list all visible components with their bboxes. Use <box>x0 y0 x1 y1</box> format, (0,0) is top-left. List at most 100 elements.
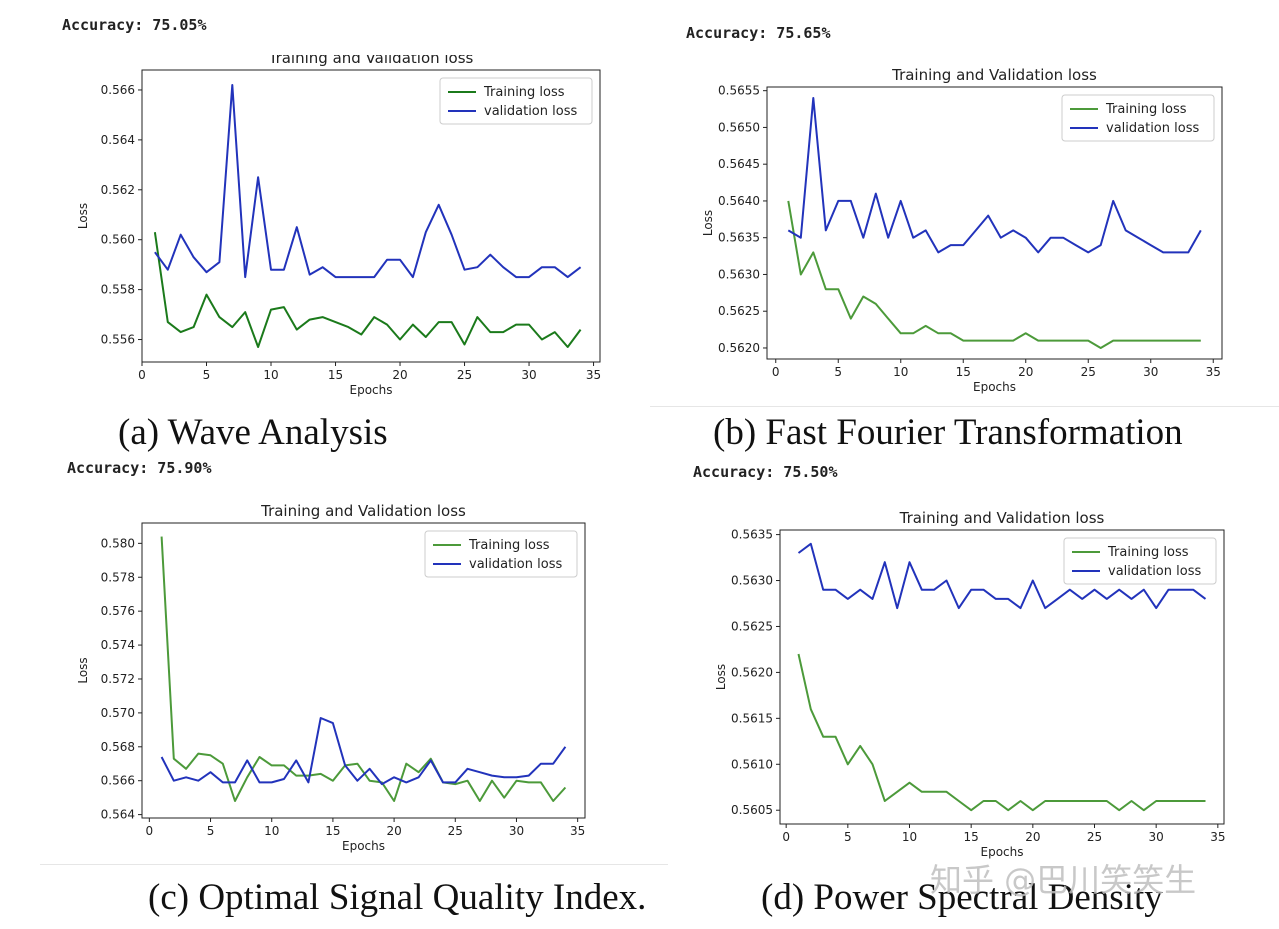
legend-box <box>1061 94 1215 142</box>
y-tick-label: 0.5635 <box>718 231 760 245</box>
validation-loss-line <box>154 84 582 279</box>
x-axis-label: Epochs <box>342 839 385 853</box>
x-tick-label: 25 <box>1087 830 1102 844</box>
legend-label: validation loss <box>1106 121 1199 136</box>
x-tick-label: 35 <box>1210 830 1225 844</box>
y-tick-label: 0.5620 <box>718 341 760 355</box>
plot-frame <box>141 522 586 819</box>
accuracy-label: Accuracy: 75.65% <box>686 24 831 42</box>
x-axis-label: Epochs <box>981 845 1024 859</box>
x-tick-label: 15 <box>964 830 979 844</box>
y-tick-label: 0.574 <box>101 638 135 652</box>
y-tick-label: 0.566 <box>101 83 135 97</box>
x-tick-label: 0 <box>772 365 780 379</box>
x-tick-label: 30 <box>521 368 536 382</box>
y-tick-label: 0.5630 <box>731 574 773 588</box>
figure-caption: (a) Wave Analysis <box>118 412 388 453</box>
x-tick-label: 15 <box>956 365 971 379</box>
y-tick-label: 0.568 <box>101 740 135 754</box>
x-tick-label: 0 <box>146 824 154 838</box>
y-tick-label: 0.5645 <box>718 157 760 171</box>
legend-box <box>424 530 578 578</box>
training-loss-line <box>153 232 582 348</box>
y-tick-label: 0.564 <box>101 808 135 822</box>
x-tick-label: 15 <box>325 824 340 838</box>
x-tick-label: 25 <box>448 824 463 838</box>
y-tick-label: 0.5605 <box>731 803 773 817</box>
chart-title: Training and Validation loss <box>899 509 1105 527</box>
legend-label: Training loss <box>1105 102 1187 117</box>
training-loss-line <box>797 653 1206 812</box>
x-tick-label: 15 <box>328 368 343 382</box>
y-axis-label: Loss <box>701 210 715 236</box>
x-tick-label: 10 <box>893 365 908 379</box>
legend-label: Training loss <box>483 85 565 100</box>
y-tick-label: 0.5625 <box>718 304 760 318</box>
x-tick-label: 5 <box>844 830 852 844</box>
y-tick-label: 0.576 <box>101 604 135 618</box>
chart-title: Training and Validation loss <box>268 55 474 67</box>
x-tick-label: 0 <box>782 830 790 844</box>
loss-chart: Training and Validation loss 0 5 10 15 20 25 30… <box>714 509 1225 859</box>
accuracy-label: Accuracy: 75.90% <box>67 459 212 477</box>
y-tick-label: 0.5635 <box>731 528 773 542</box>
x-tick-label: 30 <box>509 824 524 838</box>
figure-caption: (d) Power Spectral Density <box>761 877 1163 918</box>
y-axis-label: Loss <box>714 664 728 690</box>
plot-frame <box>766 86 1223 360</box>
y-tick-label: 0.5610 <box>731 757 773 771</box>
loss-chart: Training and Validation loss 0 5 10 15 20 25 30… <box>76 55 601 397</box>
y-tick-label: 0.5625 <box>731 619 773 633</box>
y-axis-label: Loss <box>76 203 90 229</box>
x-tick-label: 5 <box>207 824 215 838</box>
x-tick-label: 35 <box>570 824 585 838</box>
x-tick-label: 25 <box>1081 365 1096 379</box>
y-tick-label: 0.5640 <box>718 194 760 208</box>
x-axis-label: Epochs <box>973 380 1016 394</box>
loss-chart: Training and Validation loss 0 5 10 15 20 25 30… <box>76 502 586 853</box>
loss-chart: Training and Validation loss 0 5 10 15 20 25 30… <box>701 66 1223 394</box>
x-tick-label: 30 <box>1149 830 1164 844</box>
y-tick-label: 0.5655 <box>718 84 760 98</box>
y-tick-label: 0.5615 <box>731 711 773 725</box>
y-tick-label: 0.5650 <box>718 120 760 134</box>
validation-loss-line <box>797 542 1207 610</box>
validation-loss-line <box>160 717 567 786</box>
plot-frame <box>141 69 601 363</box>
y-tick-label: 0.5620 <box>731 665 773 679</box>
y-axis-label: Loss <box>76 657 90 683</box>
x-tick-label: 0 <box>138 368 146 382</box>
legend-label: validation loss <box>1108 564 1201 579</box>
y-tick-label: 0.580 <box>101 536 135 550</box>
figure-caption: (c) Optimal Signal Quality Index. <box>148 877 647 918</box>
x-tick-label: 35 <box>586 368 601 382</box>
y-tick-label: 0.564 <box>101 133 135 147</box>
y-tick-label: 0.562 <box>101 183 135 197</box>
validation-loss-line <box>787 97 1202 254</box>
x-tick-label: 10 <box>263 368 278 382</box>
figure-caption: (b) Fast Fourier Transformation <box>713 412 1183 453</box>
accuracy-label: Accuracy: 75.05% <box>62 16 207 34</box>
x-tick-label: 35 <box>1206 365 1221 379</box>
x-tick-label: 20 <box>386 824 401 838</box>
y-tick-label: 0.558 <box>101 283 135 297</box>
legend-label: Training loss <box>468 538 550 553</box>
y-tick-label: 0.5630 <box>718 267 760 281</box>
y-tick-label: 0.578 <box>101 570 135 584</box>
x-tick-label: 20 <box>392 368 407 382</box>
y-tick-label: 0.560 <box>101 233 135 247</box>
x-axis-label: Epochs <box>350 383 393 397</box>
legend-label: validation loss <box>484 104 577 119</box>
x-tick-label: 10 <box>902 830 917 844</box>
accuracy-label: Accuracy: 75.50% <box>693 463 838 481</box>
x-tick-label: 25 <box>457 368 472 382</box>
x-tick-label: 10 <box>264 824 279 838</box>
training-loss-line <box>787 200 1201 349</box>
y-tick-label: 0.572 <box>101 672 135 686</box>
divider <box>650 406 1279 407</box>
legend-box <box>439 77 593 125</box>
y-tick-label: 0.556 <box>101 333 135 347</box>
watermark: 知乎 @巴川笑笑生 <box>930 861 1197 899</box>
y-tick-label: 0.570 <box>101 706 135 720</box>
chart-title: Training and Validation loss <box>891 66 1097 84</box>
